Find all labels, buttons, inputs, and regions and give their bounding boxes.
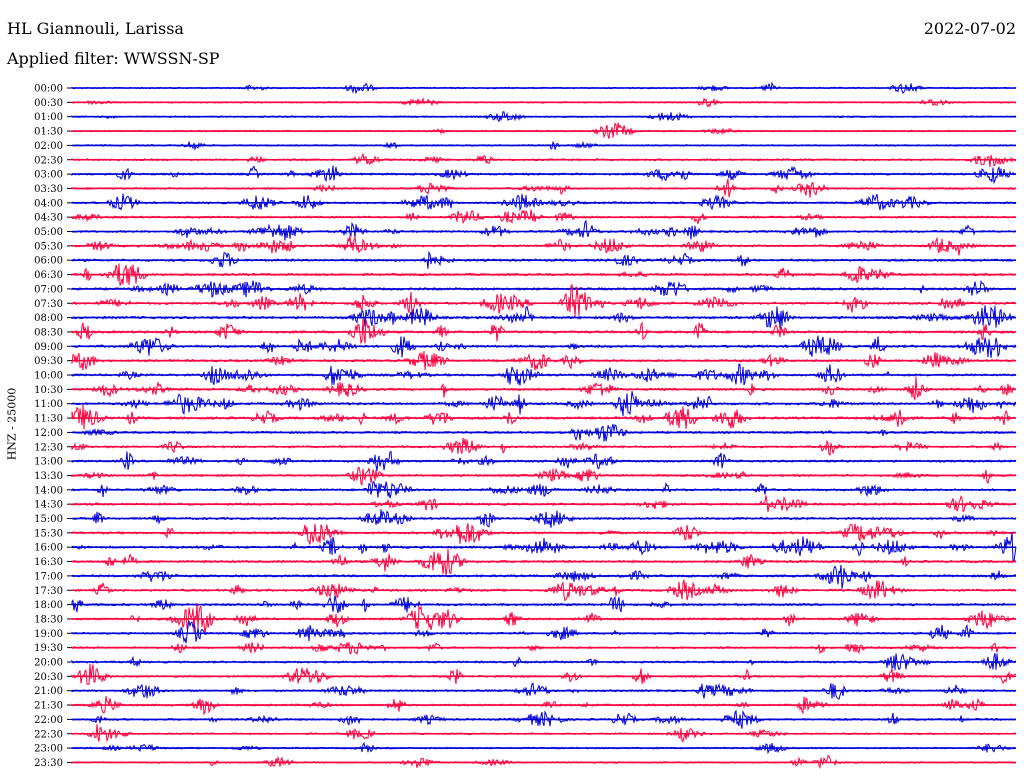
row-tick-label: 15:00	[34, 514, 63, 525]
row-tick-label: 08:00	[34, 313, 63, 324]
row-tick-label: 16:00	[34, 543, 63, 554]
row-tick-label: 14:00	[34, 485, 63, 496]
row-tick-label: 16:30	[34, 557, 63, 568]
seismic-trace-1900	[71, 620, 1017, 644]
row-tick-label: 18:00	[34, 600, 63, 611]
row-tick-label: 15:30	[34, 528, 63, 539]
row-tick-label: 06:00	[34, 256, 63, 267]
row-tick-label: 06:30	[34, 270, 63, 281]
seismic-trace-1700	[71, 564, 1017, 589]
row-tick-label: 11:30	[34, 414, 63, 425]
row-tick-label: 01:30	[34, 127, 63, 138]
row-tick-label: 02:00	[34, 141, 63, 152]
row-tick-label: 10:00	[34, 371, 63, 382]
filter-label: Applied filter: WWSSN-SP	[7, 49, 220, 68]
row-tick-label: 13:30	[34, 471, 63, 482]
row-tick-label: 23:30	[34, 758, 63, 769]
record-date: 2022-07-02	[923, 19, 1016, 38]
row-tick-label: 22:30	[34, 729, 63, 740]
row-tick-label: 05:30	[34, 241, 63, 252]
row-tick-label: 19:00	[34, 629, 63, 640]
row-tick-label: 22:00	[34, 715, 63, 726]
row-tick-label: 23:00	[34, 744, 63, 755]
row-tick-label: 05:00	[34, 227, 63, 238]
row-tick-label: 09:00	[34, 342, 63, 353]
row-tick-label: 08:30	[34, 327, 63, 338]
seismic-trace-1830	[71, 603, 1017, 634]
seismic-trace-1030	[71, 376, 1017, 400]
row-tick-label: 12:30	[34, 442, 63, 453]
row-tick-label: 04:30	[34, 213, 63, 224]
row-tick-label: 21:30	[34, 701, 63, 712]
row-tick-label: 10:30	[34, 385, 63, 396]
seismic-trace-0400	[71, 193, 1017, 212]
row-tick-label: 17:00	[34, 571, 63, 582]
row-tick-label: 03:30	[34, 184, 63, 195]
row-tick-label: 14:30	[34, 500, 63, 511]
row-tick-label: 20:00	[34, 658, 63, 669]
row-tick-label: 04:00	[34, 198, 63, 209]
row-tick-label: 13:00	[34, 457, 63, 468]
row-tick-label: 00:30	[34, 98, 63, 109]
row-tick-label: 20:30	[34, 672, 63, 683]
row-tick-label: 21:00	[34, 686, 63, 697]
row-tick-label: 11:00	[34, 399, 63, 410]
seismic-trace-2030	[71, 663, 1017, 685]
seismic-trace-1130	[71, 404, 1017, 430]
row-tick-label: 01:00	[34, 112, 63, 123]
row-tick-label: 19:30	[34, 643, 63, 654]
row-tick-label: 03:00	[34, 170, 63, 181]
row-tick-label: 18:30	[34, 614, 63, 625]
seismic-trace-2230	[71, 724, 1017, 743]
seismic-trace-0500	[71, 219, 1017, 241]
row-tick-label: 07:30	[34, 299, 63, 310]
row-tick-label: 00:00	[34, 84, 63, 95]
row-tick-label: 02:30	[34, 155, 63, 166]
station-title: HL Giannouli, Larissa	[7, 19, 184, 38]
row-tick-label: 17:30	[34, 586, 63, 597]
row-tick-label: 07:00	[34, 284, 63, 295]
row-tick-label: 09:30	[34, 356, 63, 367]
row-tick-label: 12:00	[34, 428, 63, 439]
